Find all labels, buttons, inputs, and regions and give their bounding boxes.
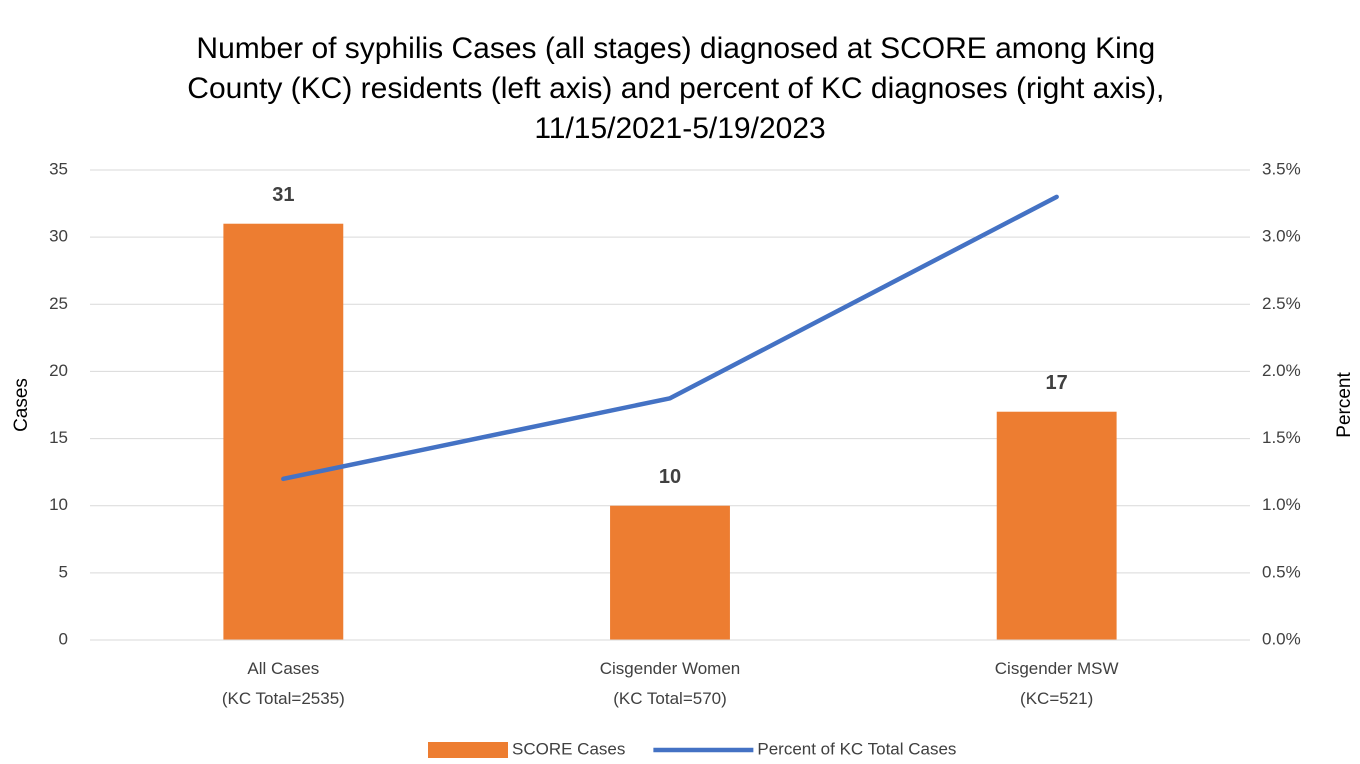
y2-tick-label: 3.0%: [1262, 227, 1301, 246]
data-label: 31: [272, 184, 294, 206]
x-tick-label-line: Cisgender MSW: [995, 659, 1119, 678]
legend-label: SCORE Cases: [512, 739, 625, 758]
y-tick-label: 25: [49, 294, 68, 313]
y-tick-label: 15: [49, 428, 68, 447]
y2-axis-title: Percent: [1334, 372, 1355, 438]
y-tick-label: 10: [49, 495, 68, 514]
x-tick-label-line: (KC=521): [1020, 689, 1093, 708]
x-tick-label-line: All Cases: [247, 659, 319, 678]
y2-tick-label: 0.5%: [1262, 562, 1301, 581]
x-tick-label-line: Cisgender Women: [600, 659, 740, 678]
x-tick-label-line: (KC Total=2535): [222, 689, 345, 708]
y-tick-label: 20: [49, 361, 68, 380]
y-tick-label: 35: [49, 159, 68, 178]
x-tick-label-line: (KC Total=570): [613, 689, 727, 708]
x-tick-label: All Cases (KC Total=2535): [222, 659, 345, 708]
y2-tick-label: 2.5%: [1262, 294, 1301, 313]
title-line: Number of syphilis Cases (all stages) di…: [196, 32, 1155, 65]
y2-tick-label: 2.0%: [1262, 361, 1301, 380]
chart-title: Number of syphilis Cases (all stages) di…: [187, 32, 1172, 145]
bar: [610, 505, 730, 640]
y2-tick-label: 1.0%: [1262, 495, 1301, 514]
bar: [223, 223, 344, 640]
y2-tick-label: 0.0%: [1262, 629, 1301, 648]
y-axis-title: Cases: [11, 378, 32, 432]
title-line: County (KC) residents (left axis) and pe…: [187, 72, 1164, 105]
y2-tick-label: 1.5%: [1262, 428, 1301, 447]
x-tick-label: Cisgender Women (KC Total=570): [600, 659, 740, 708]
y-tick-label: 5: [59, 562, 68, 581]
legend-label: Percent of KC Total Cases: [757, 739, 956, 758]
data-label: 10: [659, 466, 681, 488]
title-line: 11/15/2021-5/19/2023: [534, 112, 825, 145]
y-tick-label: 30: [49, 227, 68, 246]
bar: [996, 411, 1117, 640]
y-tick-label: 0: [59, 629, 68, 648]
y2-tick-label: 3.5%: [1262, 159, 1301, 178]
line: [281, 194, 1059, 482]
data-label: 17: [1046, 372, 1068, 394]
x-tick-label: Cisgender MSW (KC=521): [995, 659, 1119, 708]
legend-swatch: [428, 742, 508, 758]
